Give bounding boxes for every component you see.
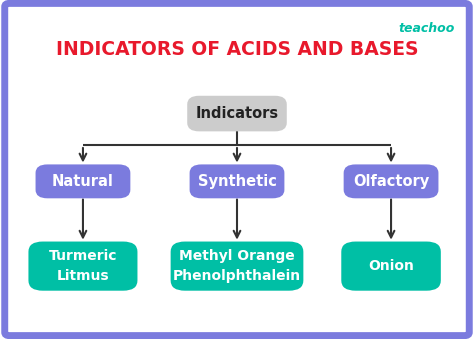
Text: Indicators: Indicators bbox=[195, 106, 279, 121]
Text: Natural: Natural bbox=[52, 174, 114, 189]
FancyBboxPatch shape bbox=[187, 96, 287, 131]
FancyBboxPatch shape bbox=[36, 164, 130, 198]
Text: teachoo: teachoo bbox=[399, 22, 455, 35]
Text: Methyl Orange
Phenolphthalein: Methyl Orange Phenolphthalein bbox=[173, 250, 301, 283]
FancyBboxPatch shape bbox=[190, 164, 284, 198]
FancyBboxPatch shape bbox=[171, 241, 303, 291]
FancyBboxPatch shape bbox=[28, 241, 137, 291]
FancyBboxPatch shape bbox=[341, 241, 441, 291]
Text: Onion: Onion bbox=[368, 259, 414, 273]
Text: Turmeric
Litmus: Turmeric Litmus bbox=[49, 250, 117, 283]
FancyBboxPatch shape bbox=[344, 164, 438, 198]
Text: Olfactory: Olfactory bbox=[353, 174, 429, 189]
Text: INDICATORS OF ACIDS AND BASES: INDICATORS OF ACIDS AND BASES bbox=[56, 40, 418, 59]
Text: Synthetic: Synthetic bbox=[198, 174, 276, 189]
